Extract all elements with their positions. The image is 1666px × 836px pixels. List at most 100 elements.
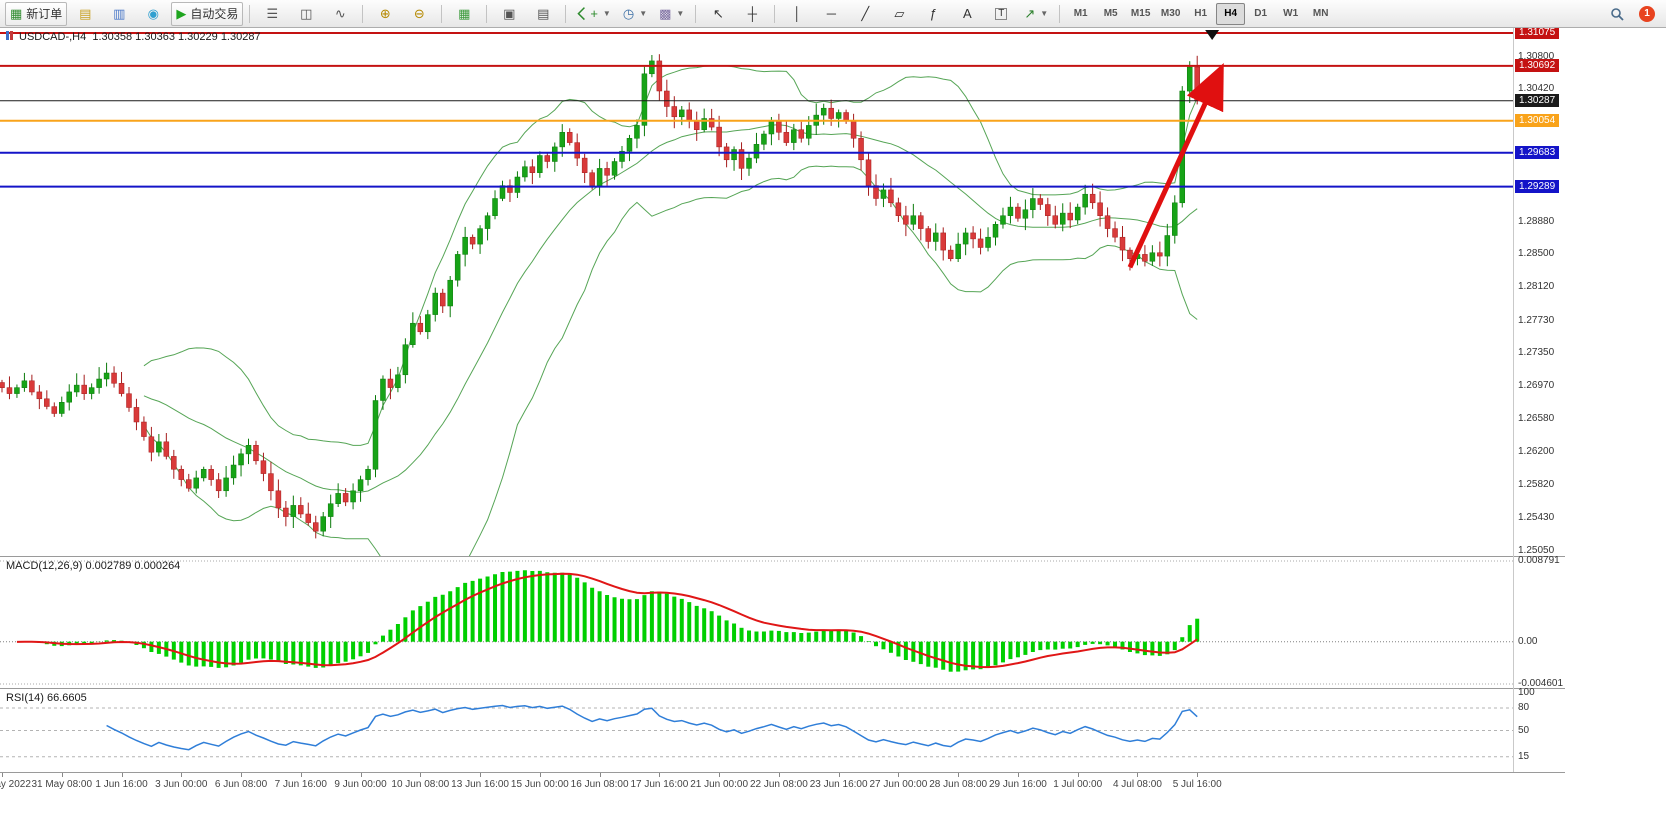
toolbar-separator (441, 4, 443, 23)
arrows-tool[interactable]: ↗ ▼ (1019, 2, 1053, 26)
periods-button[interactable]: ◷ ▼ (618, 2, 652, 26)
zoom-in-button[interactable]: ⊕ (369, 2, 401, 26)
macd-axis-label: 0.00 (1518, 635, 1538, 647)
time-axis-label: 1 Jun 16:00 (95, 779, 148, 790)
trendline-icon: ╱ (861, 6, 870, 21)
trendline-tool[interactable]: ╱ (849, 2, 881, 26)
rsi-axis-label: 15 (1518, 750, 1530, 762)
rsi-line (106, 704, 1198, 751)
panel-separator[interactable] (0, 688, 1565, 689)
terminal-icon: ◉ (147, 6, 159, 21)
arrange-windows-button[interactable]: ▤ (527, 2, 559, 26)
rsi-axis-label: 50 (1518, 724, 1530, 736)
rsi-panel[interactable]: RSI(14) 66.6605 (0, 689, 1513, 772)
navigator-button[interactable]: ▥ (103, 2, 135, 26)
chart-ohlc-values: 1.30358 1.30363 1.30229 1.30287 (92, 31, 261, 43)
price-tag: 1.29289 (1515, 179, 1560, 193)
chart-title: USDCAD-,H4 1.30358 1.30363 1.30229 1.302… (6, 31, 261, 43)
fibonacci-icon: ƒ (929, 6, 937, 21)
navigator-icon: ▥ (113, 6, 126, 21)
terminal-button[interactable]: ◉ (137, 2, 169, 26)
time-axis-tick (1137, 773, 1139, 777)
price-chart-panel[interactable]: USDCAD-,H4 1.30358 1.30363 1.30229 1.302… (0, 28, 1513, 556)
auto-trading-button[interactable]: ▶ 自动交易 (171, 1, 244, 26)
price-axis: 1.30800 1.30420 1.28880 1.28500 1.28120 1.277… (1513, 26, 1666, 772)
zoom-out-button[interactable]: ⊖ (403, 2, 435, 26)
panel-separator (0, 772, 1565, 773)
text-tool[interactable]: A (951, 2, 983, 26)
rsi-header: RSI(14) 66.6605 (6, 692, 87, 704)
new-order-icon: ▦ (10, 6, 23, 21)
time-axis-tick (2, 773, 3, 777)
time-axis-label: 5 Jul 16:00 (1172, 779, 1222, 790)
search-icon (1611, 7, 1624, 21)
horizontal-line-tool[interactable]: ─ (815, 2, 847, 26)
time-axis-label: 29 Jun 16:00 (988, 779, 1047, 790)
time-axis-label: 16 Jun 08:00 (570, 779, 629, 790)
macd-signal-line (16, 572, 1198, 669)
timeframe-button-m1[interactable]: M1 (1073, 8, 1088, 19)
time-axis-tick (958, 773, 960, 777)
timeframe-button-d1[interactable]: D1 (1254, 8, 1268, 19)
cursor-icon: ↖ (712, 6, 724, 21)
tile-windows-icon: ▦ (458, 6, 471, 21)
cursor-tool-button[interactable]: ↖ (702, 2, 734, 26)
fibonacci-tool[interactable]: ƒ (917, 2, 949, 26)
bollinger-lower (143, 165, 1198, 556)
time-axis-label: 27 Jun 00:00 (869, 779, 928, 790)
new-order-button[interactable]: ▦ 新订单 (5, 1, 68, 26)
toolbar-separator (362, 4, 364, 23)
text-label-tool[interactable]: T (985, 2, 1017, 26)
macd-canvas[interactable] (0, 557, 1513, 688)
vertical-line-tool[interactable]: │ (781, 2, 813, 26)
market-watch-button[interactable]: ▤ (69, 2, 101, 26)
indicators-button[interactable]: 🮤+ ▼ (572, 2, 616, 26)
rsi-canvas[interactable] (0, 689, 1513, 772)
trend-arrow[interactable] (1127, 63, 1224, 269)
time-axis-label: 15 Jun 00:00 (510, 779, 569, 790)
time-axis-label: 21 Jun 00:00 (690, 779, 749, 790)
search-button[interactable] (1601, 2, 1633, 26)
time-axis-label: 28 Jun 08:00 (929, 779, 988, 790)
macd-axis-label: 0.008791 (1518, 555, 1560, 566)
dropdown-caret-icon: ▼ (676, 9, 685, 18)
auto-trading-label: 自动交易 (190, 7, 239, 21)
time-axis-tick (300, 773, 302, 777)
timeframe-button-m30[interactable]: M30 (1160, 8, 1181, 19)
price-axis-label: 1.25820 (1518, 478, 1555, 490)
toolbar-separator (565, 4, 567, 23)
candlestick-chart-button[interactable]: ◫ (290, 2, 322, 26)
price-axis-label: 1.30800 (1518, 50, 1555, 62)
line-chart-button[interactable]: ∿ (324, 2, 356, 26)
channel-tool[interactable]: ▱ (883, 2, 915, 26)
time-axis-label: 23 Jun 16:00 (809, 779, 868, 790)
price-chart-canvas[interactable] (0, 28, 1513, 556)
tile-windows-button[interactable]: ▦ (448, 2, 480, 26)
timeframe-button-h1[interactable]: H1 (1194, 8, 1208, 19)
crosshair-tool-button[interactable]: ┼ (736, 2, 768, 26)
time-axis-label: 7 Jun 16:00 (274, 779, 327, 790)
cascade-windows-icon: ▣ (503, 6, 516, 21)
notification-badge[interactable]: 1 (1639, 5, 1655, 22)
toolbar-separator (249, 4, 251, 23)
timeframe-button-w1[interactable]: W1 (1283, 8, 1299, 19)
price-axis-label: 1.28500 (1518, 248, 1555, 260)
zoom-in-icon: ⊕ (379, 6, 391, 21)
bar-chart-button[interactable]: ☰ (256, 2, 288, 26)
bollinger-middle (143, 124, 1198, 493)
timeframe-button-m15[interactable]: M15 (1130, 8, 1151, 19)
timeframe-button-h4[interactable]: H4 (1216, 2, 1246, 25)
time-axis-tick (599, 773, 601, 777)
templates-button[interactable]: ▩ ▼ (654, 2, 689, 26)
price-axis-label: 1.27350 (1518, 347, 1555, 359)
macd-panel[interactable]: MACD(12,26,9) 0.002789 0.000264 (0, 557, 1513, 688)
timeframe-button-m5[interactable]: M5 (1103, 8, 1118, 19)
timeframe-button-mn[interactable]: MN (1312, 8, 1329, 19)
vertical-line-icon: │ (793, 6, 802, 21)
cascade-windows-button[interactable]: ▣ (493, 2, 525, 26)
panel-separator[interactable] (0, 556, 1565, 557)
time-axis-label: 3 Jun 00:00 (155, 779, 208, 790)
macd-values: 0.002789 0.000264 (85, 560, 181, 572)
time-axis-label: 30 May 2022 (0, 779, 31, 790)
